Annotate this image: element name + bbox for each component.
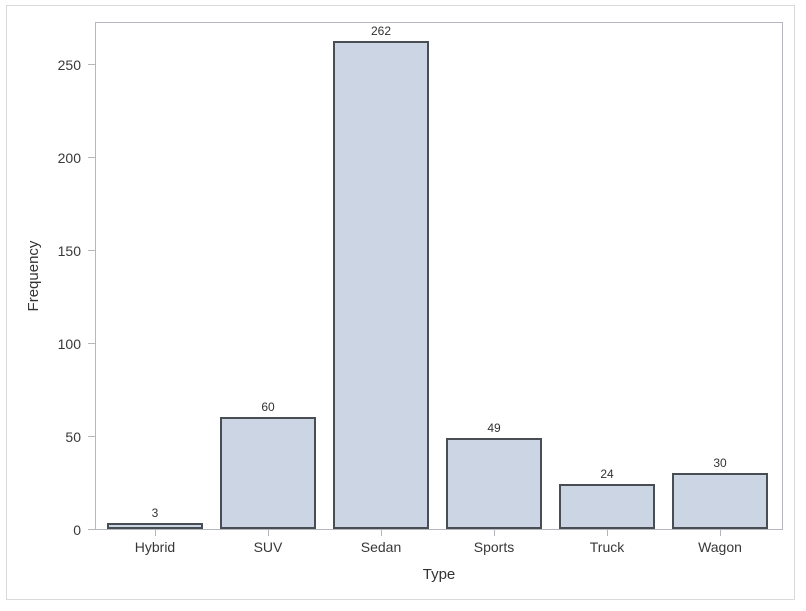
bar-hybrid bbox=[107, 523, 203, 529]
bar-value-label: 60 bbox=[261, 400, 275, 414]
bar-wagon bbox=[672, 473, 768, 529]
plot-area bbox=[95, 22, 783, 530]
x-tick bbox=[381, 530, 382, 536]
bar-sedan bbox=[333, 41, 429, 529]
y-tick-label: 0 bbox=[73, 522, 81, 538]
x-tick bbox=[607, 530, 608, 536]
bar-truck bbox=[559, 484, 655, 529]
y-tick-label: 200 bbox=[57, 150, 81, 166]
y-tick-label: 150 bbox=[57, 243, 81, 259]
x-category-label: Sports bbox=[473, 539, 515, 555]
bar-value-label: 24 bbox=[600, 467, 614, 481]
y-axis-title: Frequency bbox=[25, 240, 42, 312]
x-axis-title: Type bbox=[422, 566, 456, 583]
y-tick bbox=[88, 64, 95, 65]
x-tick bbox=[494, 530, 495, 536]
x-tick bbox=[268, 530, 269, 536]
x-category-label: Truck bbox=[589, 539, 625, 555]
bar-value-label: 262 bbox=[370, 24, 392, 38]
x-category-label: Hybrid bbox=[134, 539, 176, 555]
bar-value-label: 3 bbox=[151, 506, 159, 520]
y-tick-label: 250 bbox=[57, 57, 81, 73]
y-tick bbox=[88, 436, 95, 437]
y-tick bbox=[88, 250, 95, 251]
y-tick-label: 50 bbox=[65, 429, 81, 445]
y-tick bbox=[88, 343, 95, 344]
bar-sports bbox=[446, 438, 542, 529]
y-tick-label: 100 bbox=[57, 336, 81, 352]
x-tick bbox=[155, 530, 156, 536]
y-tick bbox=[88, 157, 95, 158]
bar-value-label: 49 bbox=[487, 421, 501, 435]
bar-value-label: 30 bbox=[713, 456, 727, 470]
x-category-label: Wagon bbox=[698, 539, 742, 555]
bar-suv bbox=[220, 417, 316, 529]
x-category-label: SUV bbox=[253, 539, 283, 555]
y-tick bbox=[88, 529, 95, 530]
x-tick bbox=[720, 530, 721, 536]
x-category-label: Sedan bbox=[360, 539, 402, 555]
